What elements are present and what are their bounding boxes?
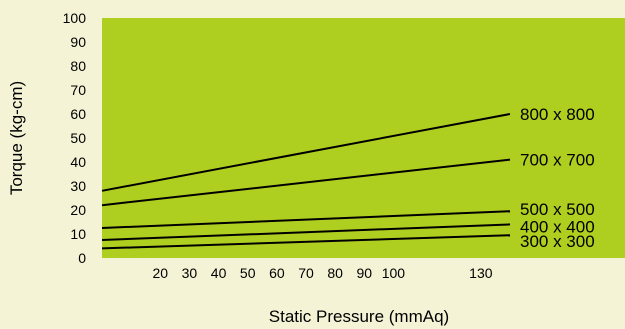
series-label: 500 x 500 bbox=[520, 200, 595, 219]
y-tick-label: 40 bbox=[70, 154, 86, 170]
series-line-800x800 bbox=[101, 113, 511, 192]
y-tick-label: 80 bbox=[70, 58, 86, 74]
series-line-700x700 bbox=[101, 158, 511, 207]
y-tick-label: 20 bbox=[70, 202, 86, 218]
x-tick-label: 60 bbox=[269, 265, 285, 281]
series-line-500x500 bbox=[101, 210, 511, 229]
y-tick-label: 30 bbox=[70, 178, 86, 194]
series-label: 800 x 800 bbox=[520, 105, 595, 124]
y-tick-label: 0 bbox=[78, 250, 86, 266]
x-tick-label: 80 bbox=[327, 265, 343, 281]
y-tick-label: 60 bbox=[70, 106, 86, 122]
y-axis-ticks: 0 10 20 30 40 50 60 70 80 90 100 bbox=[63, 10, 87, 266]
y-tick-label: 90 bbox=[70, 34, 86, 50]
x-tick-label: 40 bbox=[211, 265, 227, 281]
series-lines bbox=[101, 113, 511, 250]
y-axis-title: Torque (kg-cm) bbox=[7, 81, 26, 195]
x-tick-label: 130 bbox=[469, 265, 493, 281]
y-tick-label: 70 bbox=[70, 82, 86, 98]
series-line-400x400 bbox=[101, 223, 511, 241]
series-label: 400 x 400 bbox=[520, 217, 595, 236]
x-axis-title: Static Pressure (mmAq) bbox=[269, 307, 449, 326]
series-label: 300 x 300 bbox=[520, 232, 595, 251]
series-line-300x300 bbox=[101, 234, 511, 250]
x-tick-label: 50 bbox=[240, 265, 256, 281]
x-axis-ticks: 20 30 40 50 60 70 80 90 100 130 bbox=[152, 265, 492, 281]
x-tick-label: 20 bbox=[152, 265, 168, 281]
x-tick-label: 30 bbox=[182, 265, 198, 281]
series-label: 700 x 700 bbox=[520, 151, 595, 170]
y-tick-label: 100 bbox=[63, 10, 87, 26]
x-tick-label: 90 bbox=[356, 265, 372, 281]
x-tick-label: 70 bbox=[298, 265, 314, 281]
y-tick-label: 10 bbox=[70, 226, 86, 242]
y-tick-label: 50 bbox=[70, 130, 86, 146]
x-tick-label: 100 bbox=[382, 265, 406, 281]
